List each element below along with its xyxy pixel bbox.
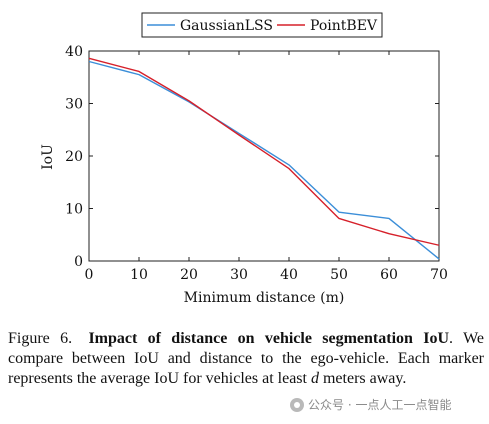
series-line-pointbev: [88, 57, 440, 246]
y-tick-label: 0: [74, 254, 83, 270]
axis-ticks: 0 10 20 30 40 50 60 70 0 10 20 30 40: [65, 44, 448, 283]
watermark-text: 公众号 · 一点人工一点智能: [308, 398, 452, 412]
y-tick-label: 20: [65, 149, 83, 165]
x-tick-label: 30: [230, 267, 248, 283]
y-tick-label: 10: [65, 202, 83, 218]
caption-text-after-var: meters away.: [318, 370, 407, 387]
x-tick-label: 50: [330, 267, 348, 283]
legend-label-gaussianlss: GaussianLSS: [180, 18, 273, 34]
y-tick-label: 40: [65, 44, 83, 60]
x-tick-label: 70: [430, 267, 448, 283]
y-tick-label: 30: [65, 97, 83, 113]
caption-text-before-var: We compare between IoU and distance to t…: [8, 330, 485, 387]
watermark: 公众号 · 一点人工一点智能: [290, 396, 451, 413]
plot-frame: [88, 50, 440, 262]
x-tick-label: 60: [380, 267, 398, 283]
legend-label-pointbev: PointBEV: [310, 18, 378, 34]
x-axis-label: Minimum distance (m): [184, 290, 345, 306]
y-axis-label: IoU: [40, 144, 56, 170]
x-tick-label: 10: [130, 267, 148, 283]
caption-title: Impact of distance on vehicle segmentati…: [88, 330, 450, 347]
x-tick-label: 0: [85, 267, 94, 283]
caption-title-period: .: [449, 330, 454, 347]
figure-caption: Figure 6. Impact of distance on vehicle …: [8, 329, 484, 389]
legend-box: [141, 12, 383, 38]
wechat-icon: [290, 397, 304, 412]
caption-variable: d: [310, 370, 319, 387]
series-lines: [88, 57, 440, 260]
series-line-gaussianlss: [88, 60, 440, 260]
line-chart: 0 10 20 30 40 50 60 70 0 10 20 30 40 IoU Minimum dis…: [40, 12, 448, 306]
legend: GaussianLSS PointBEV: [141, 12, 383, 38]
x-tick-label: 20: [180, 267, 198, 283]
caption-figure-number: Figure 6.: [8, 330, 73, 347]
x-tick-label: 40: [280, 267, 298, 283]
